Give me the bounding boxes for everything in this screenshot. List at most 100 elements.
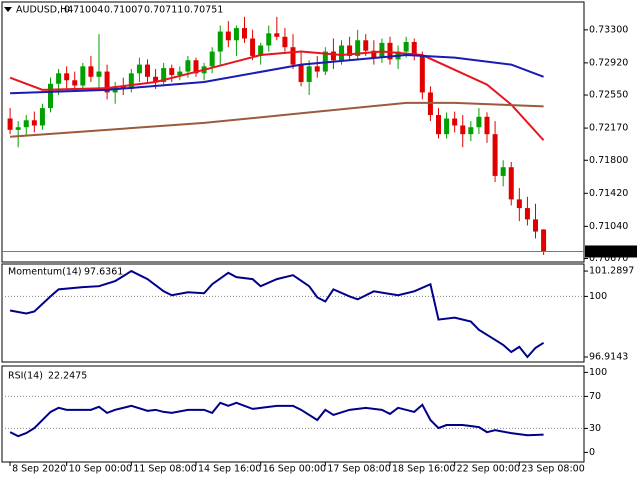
y-tick-label: 96.9143 [589,352,628,363]
candle-body [23,120,29,128]
candle-body [136,64,142,74]
panel-frame [1,1,585,263]
moving-average [10,54,544,95]
y-tick-label: 0.71040 [589,221,628,232]
y-tick-label: 100 [589,367,607,378]
candle-body [250,38,256,56]
candle-body [217,31,223,52]
candle-body [15,127,21,130]
y-tick-label: 0.71420 [589,188,628,199]
y-tick-label: 0.71800 [589,155,628,166]
x-tick-label: 11 Sep 08:00 [133,464,196,475]
indicator-line [9,269,545,359]
candle-body [145,64,150,77]
close-value: 0.70751 [184,5,223,16]
y-tick-label: 0 [589,447,595,458]
candle-body [96,71,102,77]
x-tick-label: 14 Sep 16:00 [198,464,261,475]
candle-body [185,60,191,72]
price-tag [585,245,637,258]
rsi-value: 22.2475 [48,371,87,382]
price-tag-label: 0.70751 [589,246,628,257]
candle-body [444,118,450,135]
panel-frame [1,263,585,363]
low-value: 0.70711 [144,5,183,16]
candle-body [177,71,183,76]
indicator-line [9,401,544,438]
candle-body [88,66,94,77]
y-tick-label: 30 [589,423,601,434]
y-tick-label: 0.72550 [589,90,628,101]
candle-body [339,45,344,61]
candle-body [153,76,159,82]
candle-body [436,115,441,135]
candle-body [355,40,361,56]
x-tick-label: 23 Sep 08:00 [521,464,584,475]
candle-body [492,134,498,176]
candle-body [363,40,369,51]
y-tick-label: 0.70670 [589,253,628,264]
momentum-value: 97.6361 [84,267,123,278]
candle-body [225,31,231,41]
candle-body [193,60,199,74]
candle-body [266,33,272,46]
y-tick-label: 0.72920 [589,57,628,68]
candle-body [314,66,320,72]
candle-body [48,83,53,109]
candle-body [161,68,167,82]
candle-body [274,33,280,37]
candle-body [508,167,514,200]
x-tick-label: 10 Sep 00:00 [69,464,132,475]
candle-body [500,167,506,176]
chart-title: AUDUSD,H4 [16,5,73,16]
candle-body [80,66,86,86]
high-value: 0.71007 [104,5,143,16]
candle-body [72,80,78,86]
panel-frame [1,365,585,463]
candle-body [104,71,110,93]
candle-body [403,42,409,52]
menu-arrow[interactable] [4,7,12,12]
candle-body [56,73,62,84]
momentum-title: Momentum(14) [8,267,82,278]
candle-body [209,51,215,67]
candle-body [330,51,336,61]
candle-body [169,68,175,76]
candle-body [460,125,466,135]
candle-body [306,66,312,82]
y-tick-label: 70 [589,391,601,402]
candle-body [7,118,13,130]
candle-body [468,127,474,135]
candle-body [419,55,425,93]
open-value: 0.71004 [64,5,103,16]
y-tick-label: 101.2897 [589,266,634,277]
y-tick-label: 100 [589,291,607,302]
candle-body [541,229,547,252]
x-tick-label: 18 Sep 16:00 [392,464,455,475]
candle-body [258,45,264,56]
candle-body [484,116,490,135]
x-tick-label: 16 Sep 00:00 [263,464,326,475]
candle-body [31,120,37,126]
candle-body [347,45,353,56]
x-tick-label: 22 Sep 00:00 [457,464,520,475]
candle-body [298,64,304,82]
candle-body [282,36,288,48]
candle-body [387,42,393,60]
candle-body [242,28,247,39]
y-tick-label: 0.72170 [589,123,628,134]
candle-body [411,42,417,56]
moving-average [9,50,545,141]
candle-body [379,42,385,58]
candle-body [533,219,538,232]
candle-body [64,73,70,81]
x-tick-label: 17 Sep 08:00 [327,464,390,475]
candle-body [290,47,296,65]
candle-body [524,208,530,220]
candle-body [233,28,239,41]
candle-body [371,50,377,58]
moving-average [10,101,544,138]
candle-body [128,73,134,89]
